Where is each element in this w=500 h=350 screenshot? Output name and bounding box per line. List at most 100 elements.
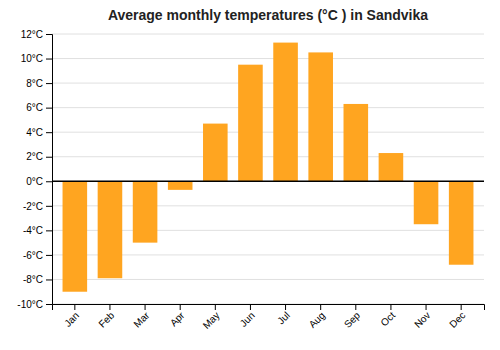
x-tick: May [201, 304, 222, 331]
grid [52, 34, 484, 304]
tick-mark [46, 279, 52, 280]
y-tick: -4°C [23, 225, 52, 236]
x-tick: Jul [275, 304, 292, 326]
bar [379, 153, 404, 181]
tick-label: Jan [62, 310, 81, 329]
bar [203, 124, 228, 182]
axis-line [46, 35, 53, 305]
bar [414, 181, 439, 224]
tick-label: Feb [96, 309, 116, 329]
x-tick: Mar [131, 304, 151, 330]
x-tick: Aug [307, 304, 327, 330]
y-axis: -10°C -8°C -6°C -4°C -2°C 0°C 2°C 4°C 6°C 8°C 10°C… [17, 29, 52, 310]
tick-mark [285, 304, 286, 310]
y-tick: -10°C [17, 299, 52, 310]
tick-label: Jul [275, 310, 292, 327]
grid-line [52, 83, 484, 84]
y-tick: -6°C [23, 250, 52, 261]
tick-label: May [201, 310, 222, 331]
chart: -10°C -8°C -6°C -4°C -2°C 0°C 2°C 4°C 6°C 8°C 10°C… [0, 0, 500, 350]
tick-label: -6°C [23, 250, 43, 261]
tick-label: Oct [379, 310, 398, 329]
grid-line [52, 58, 484, 59]
zero-line [52, 181, 484, 183]
tick-mark [46, 230, 52, 231]
bar [168, 181, 193, 190]
tick-mark [215, 304, 216, 310]
bar [344, 104, 369, 181]
axis-line [53, 305, 485, 311]
x-tick: Sep [342, 304, 363, 330]
marks [52, 43, 484, 292]
tick-label: 2°C [26, 151, 43, 162]
bar [449, 181, 474, 264]
grid-line [52, 156, 484, 157]
tick-label: 8°C [26, 78, 43, 89]
title: Average monthly temperatures (°C ) in Sa… [108, 7, 428, 23]
tick-label: Dec [447, 310, 467, 330]
tick-mark [46, 59, 52, 60]
bar [98, 181, 123, 278]
tick-mark [46, 304, 52, 305]
x-axis: Jan Feb Mar Apr May Jun Jul Aug Sep Oct Nov Dec [53, 304, 485, 331]
tick-label: -4°C [23, 225, 43, 236]
tick-mark [46, 108, 52, 109]
grid-line [52, 279, 484, 280]
grid-line [52, 107, 484, 108]
grid-line [52, 34, 484, 35]
x-tick: Dec [447, 304, 467, 330]
tick-mark [355, 304, 356, 310]
y-tick: 12°C [21, 29, 52, 40]
tick-mark [46, 83, 52, 84]
tick-label: Apr [168, 309, 187, 328]
bar [238, 65, 263, 182]
x-tick: Feb [96, 304, 116, 330]
x-tick: Jan [62, 304, 81, 329]
y-tick: 4°C [26, 127, 52, 138]
tick-mark [46, 157, 52, 158]
tick-label: 6°C [26, 102, 43, 113]
x-tick: Jun [238, 304, 257, 329]
y-tick: 0°C [26, 176, 52, 187]
grid-line [52, 181, 484, 182]
tick-mark [46, 132, 52, 133]
y-tick: 6°C [26, 102, 52, 113]
y-tick: -2°C [23, 201, 52, 212]
tick-mark [320, 304, 321, 310]
tick-mark [250, 304, 251, 310]
tick-mark [145, 304, 146, 310]
bar [308, 52, 333, 181]
plot: -10°C -8°C -6°C -4°C -2°C 0°C 2°C 4°C 6°C 8°C 10°C… [17, 29, 484, 331]
tick-label: Nov [412, 310, 432, 330]
tick-mark [461, 304, 462, 310]
tick-label: 10°C [21, 53, 43, 64]
tick-label: -10°C [17, 299, 43, 310]
tick-mark [180, 304, 181, 310]
x-tick: Apr [168, 304, 187, 328]
tick-mark [46, 206, 52, 207]
tick-label: 0°C [26, 176, 43, 187]
tick-label: 4°C [26, 127, 43, 138]
tick-mark [109, 304, 110, 310]
y-tick: 2°C [26, 151, 52, 162]
y-tick: -8°C [23, 274, 52, 285]
y-tick: 10°C [21, 53, 52, 64]
tick-label: 12°C [21, 29, 43, 40]
x-tick: Nov [412, 304, 432, 330]
tick-mark [46, 34, 52, 35]
tick-label: Sep [342, 309, 363, 330]
tick-mark [74, 304, 75, 310]
tick-label: Aug [307, 310, 327, 330]
tick-label: -8°C [23, 274, 43, 285]
bar [273, 43, 298, 182]
tick-mark [46, 181, 52, 182]
bar [133, 181, 158, 242]
bar [63, 181, 88, 291]
tick-mark [390, 304, 391, 310]
tick-mark [46, 255, 52, 256]
grid-line [52, 132, 484, 133]
x-tick: Oct [379, 304, 398, 328]
tick-label: -2°C [23, 201, 43, 212]
tick-label: Mar [131, 309, 151, 329]
tick-mark [426, 304, 427, 310]
